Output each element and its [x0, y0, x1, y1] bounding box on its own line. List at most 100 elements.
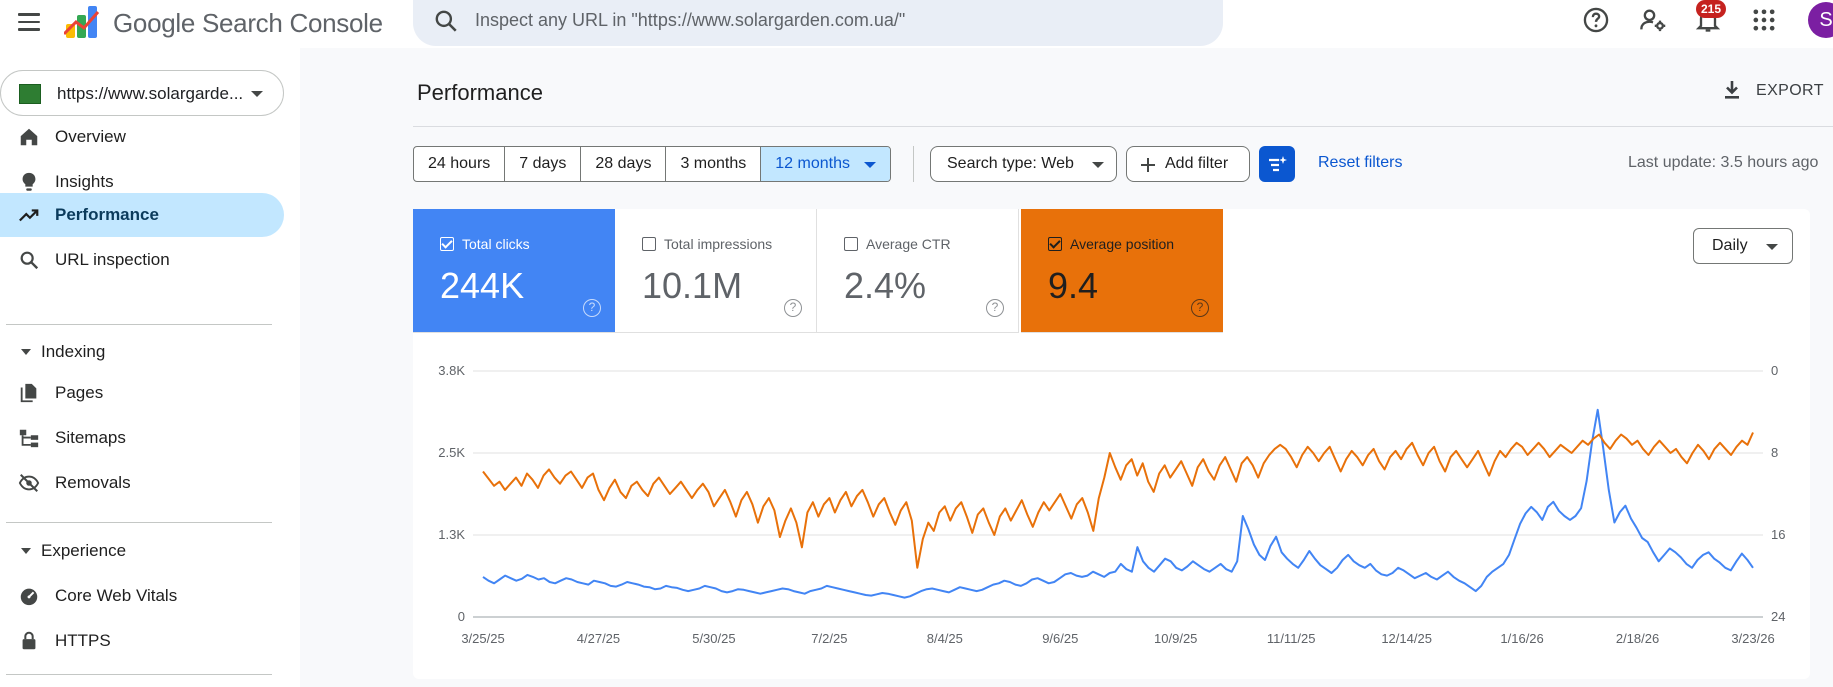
checkbox[interactable] — [440, 237, 454, 251]
range-3-months[interactable]: 3 months — [666, 147, 762, 181]
metric-label: Average position — [1070, 236, 1175, 252]
x-tick-label: 9/6/25 — [1042, 631, 1078, 646]
metric-total-impressions[interactable]: Total impressions 10.1M ? — [615, 209, 817, 333]
granularity-dropdown[interactable]: Daily — [1693, 228, 1793, 264]
last-update-text: Last update: 3.5 hours ago — [1628, 154, 1819, 171]
export-label: EXPORT — [1756, 82, 1824, 99]
range-7-days[interactable]: 7 days — [505, 147, 582, 181]
sidebar-item-https[interactable]: HTTPS — [0, 619, 284, 663]
x-tick-label: 5/30/25 — [692, 631, 735, 646]
pages-icon — [20, 383, 37, 403]
y-right-tick: 24 — [1771, 609, 1785, 624]
add-filter-button[interactable]: Add filter — [1126, 146, 1250, 182]
range-28-days[interactable]: 28 days — [581, 147, 667, 181]
range-12-months[interactable]: 12 months — [761, 147, 890, 181]
sidebar: https://www.solargarde... Overview Insig… — [0, 48, 300, 687]
y-right-tick: 8 — [1771, 445, 1778, 460]
filter-separator — [913, 146, 914, 182]
checkbox[interactable] — [642, 237, 656, 251]
x-tick-label: 3/23/26 — [1731, 631, 1774, 646]
page-title: Performance — [417, 80, 543, 105]
metric-average-ctr[interactable]: Average CTR 2.4% ? — [817, 209, 1019, 333]
chip-label: Search type: Web — [947, 155, 1074, 172]
sidebar-item-overview[interactable]: Overview — [0, 115, 284, 159]
collapse-arrow-icon — [21, 349, 31, 355]
search-input[interactable] — [475, 0, 1195, 40]
sidebar-divider — [6, 674, 272, 675]
date-range-selector: 24 hours 7 days 28 days 3 months 12 mont… — [413, 146, 891, 182]
metric-total-clicks[interactable]: Total clicks 244K ? — [413, 209, 615, 333]
help-icon[interactable] — [1582, 6, 1610, 34]
sitemap-icon — [19, 429, 39, 448]
search-icon — [20, 251, 39, 270]
filter-settings-button[interactable] — [1259, 146, 1295, 182]
help-icon[interactable]: ? — [986, 299, 1004, 317]
sidebar-item-label: Pages — [55, 383, 104, 402]
header-divider — [413, 126, 1833, 127]
chevron-down-icon — [1766, 244, 1778, 250]
help-icon[interactable]: ? — [784, 299, 802, 317]
account-avatar[interactable]: S — [1808, 2, 1833, 38]
sidebar-item-url-inspection[interactable]: URL inspection — [0, 238, 284, 282]
sidebar-item-removals[interactable]: Removals — [0, 461, 284, 505]
chevron-down-icon — [863, 162, 876, 168]
y-left-tick: 1.3K — [438, 527, 465, 542]
sidebar-item-core-web-vitals[interactable]: Core Web Vitals — [0, 574, 284, 618]
user-settings-icon[interactable] — [1639, 6, 1667, 34]
sidebar-item-insights[interactable]: Insights — [0, 160, 284, 204]
collapse-arrow-icon — [21, 548, 31, 554]
property-selector[interactable]: https://www.solargarde... — [0, 70, 284, 116]
metric-value: 244K — [440, 265, 525, 306]
metric-value: 9.4 — [1048, 265, 1099, 306]
url-inspection-search — [413, 0, 1223, 46]
sidebar-item-label: URL inspection — [55, 250, 170, 269]
notification-count-badge: 215 — [1696, 0, 1726, 18]
sidebar-item-label: Removals — [55, 473, 131, 492]
y-left-tick: 2.5K — [438, 445, 465, 460]
top-app-bar: Google Search Console 215 S — [0, 0, 1833, 48]
gauge-icon — [20, 588, 38, 606]
sidebar-item-label: Overview — [55, 127, 126, 146]
section-label: Experience — [41, 541, 127, 560]
sidebar-section-indexing[interactable]: Indexing — [0, 334, 284, 370]
checkbox[interactable] — [844, 237, 858, 251]
lightbulb-icon — [22, 172, 36, 191]
sidebar-section-experience[interactable]: Experience — [0, 533, 284, 569]
eye-off-icon — [18, 474, 40, 492]
clicks-series-line — [482, 408, 1754, 599]
sidebar-item-label: Core Web Vitals — [55, 586, 178, 605]
sidebar-item-label: HTTPS — [55, 631, 111, 650]
home-icon — [20, 128, 38, 146]
x-tick-label: 2/18/26 — [1616, 631, 1659, 646]
search-type-filter[interactable]: Search type: Web — [930, 146, 1117, 182]
download-icon — [1725, 81, 1739, 99]
sidebar-item-pages[interactable]: Pages — [0, 371, 284, 415]
y-left-tick: 3.8K — [438, 363, 465, 378]
metric-label: Total clicks — [462, 236, 530, 252]
checkbox[interactable] — [1048, 237, 1062, 251]
sidebar-item-performance[interactable]: Performance — [0, 193, 284, 237]
reset-filters-link[interactable]: Reset filters — [1318, 154, 1403, 171]
search-console-logo — [64, 6, 100, 38]
app-brand: Google Search Console — [113, 8, 383, 38]
apps-grid-icon[interactable] — [1750, 6, 1778, 34]
search-icon — [435, 10, 457, 32]
position-series-line — [482, 432, 1754, 569]
help-icon[interactable]: ? — [1191, 299, 1209, 317]
x-tick-label: 11/11/25 — [1267, 631, 1316, 646]
main-menu-button[interactable] — [14, 8, 44, 34]
x-tick-label: 12/14/25 — [1381, 631, 1432, 646]
y-right-tick: 0 — [1771, 363, 1778, 378]
help-icon[interactable]: ? — [583, 299, 601, 317]
metric-average-position[interactable]: Average position 9.4 ? — [1021, 209, 1223, 333]
chip-label: Add filter — [1165, 155, 1229, 172]
property-label: https://www.solargarde... — [57, 84, 244, 103]
range-24-hours[interactable]: 24 hours — [414, 147, 506, 181]
range-label: 12 months — [775, 155, 850, 172]
x-tick-label: 8/4/25 — [927, 631, 963, 646]
filter-sparkle-icon — [1269, 156, 1287, 172]
sidebar-divider — [6, 324, 272, 325]
metric-value: 2.4% — [844, 265, 927, 306]
sidebar-item-sitemaps[interactable]: Sitemaps — [0, 416, 284, 460]
chevron-down-icon — [1092, 162, 1104, 168]
